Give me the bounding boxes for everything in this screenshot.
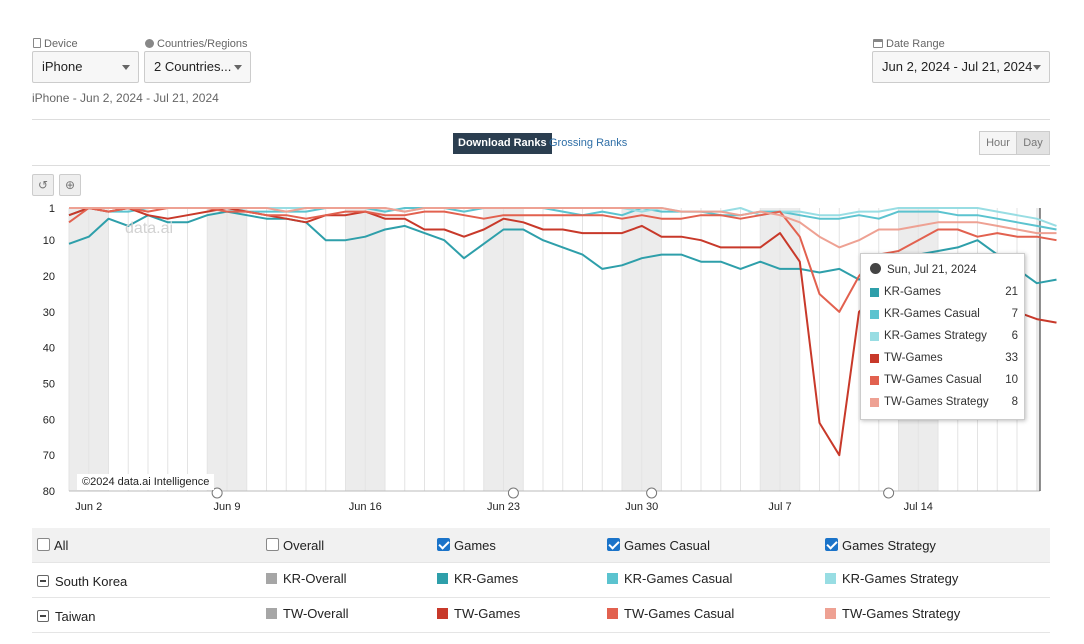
x-tick-label: Jul 7 — [768, 501, 791, 513]
legend-row-taiwan: Taiwan TW-Overall TW-Games TW-Games Casu… — [32, 598, 1050, 633]
x-tick-label: Jun 9 — [214, 501, 241, 513]
minus-icon[interactable] — [37, 610, 49, 622]
calendar-icon — [873, 39, 883, 48]
legend-row-south-korea: South Korea KR-Overall KR-Games KR-Games… — [32, 563, 1050, 598]
chevron-down-icon — [234, 65, 242, 70]
hour-button[interactable]: Hour — [979, 131, 1017, 155]
legend-item[interactable]: KR-Games Strategy — [825, 571, 958, 606]
x-tick-label: Jun 2 — [75, 501, 102, 513]
page-subtitle: iPhone - Jun 2, 2024 - Jul 21, 2024 — [32, 91, 219, 105]
checkbox[interactable] — [437, 538, 450, 551]
tooltip-row: KR-Games Strategy 6 — [870, 330, 1018, 344]
phone-icon — [33, 38, 41, 48]
y-tick-label: 70 — [43, 450, 55, 462]
tab-download-ranks[interactable]: Download Ranks — [453, 133, 552, 154]
y-tick-label: 1 — [49, 203, 55, 215]
checkbox[interactable] — [607, 538, 620, 551]
divider — [32, 119, 1050, 120]
event-marker-icon — [507, 487, 519, 499]
x-tick-label: Jul 14 — [904, 501, 933, 513]
watermark-text: data.ai — [125, 220, 173, 237]
y-tick-label: 10 — [43, 235, 55, 247]
legend-item[interactable]: KR-Games — [437, 571, 518, 606]
y-tick-label: 20 — [43, 271, 55, 283]
tab-grossing-ranks[interactable]: Grossing Ranks — [549, 137, 628, 149]
tooltip-header: Sun, Jul 21, 2024 — [870, 263, 977, 276]
chart-tooltip: Sun, Jul 21, 2024 KR-Games 21 KR-Games Ca… — [860, 253, 1025, 420]
y-tick-label: 40 — [43, 343, 55, 355]
tooltip-row: KR-Games Casual 7 — [870, 308, 1018, 322]
legend-item[interactable]: TW-Games — [437, 606, 520, 641]
date-range-label: Date Range — [873, 38, 945, 50]
zoom-in-icon[interactable]: ⊕ — [59, 174, 81, 196]
tooltip-row: TW-Games Casual 10 — [870, 374, 1018, 388]
x-tick-label: Jun 23 — [487, 501, 520, 513]
device-select[interactable]: iPhone — [32, 51, 139, 83]
checkbox-games-strategy[interactable]: Games Strategy — [825, 538, 936, 573]
chevron-down-icon — [122, 65, 130, 70]
legend-item[interactable]: TW-Overall — [266, 606, 348, 641]
legend-header-row: All Overall Games Games Casual Games Str… — [32, 528, 1050, 563]
legend-item[interactable]: TW-Games Casual — [607, 606, 734, 641]
checkbox[interactable] — [266, 538, 279, 551]
copyright-label: ©2024 data.ai Intelligence — [77, 474, 215, 490]
tooltip-row: KR-Games 21 — [870, 286, 1018, 300]
y-tick-label: 30 — [43, 307, 55, 319]
minus-icon[interactable] — [37, 575, 49, 587]
undo-icon[interactable]: ↺ — [32, 174, 54, 196]
checkbox-overall[interactable]: Overall — [266, 538, 324, 573]
checkbox-all[interactable]: All — [37, 538, 68, 573]
checkbox[interactable] — [37, 538, 50, 551]
series-line — [69, 207, 1057, 249]
event-marker-icon — [211, 487, 223, 499]
collapse-taiwan[interactable]: Taiwan — [37, 609, 95, 644]
tooltip-row: TW-Games Strategy 8 — [870, 396, 1018, 410]
checkbox-games[interactable]: Games — [437, 538, 496, 573]
globe-icon — [145, 39, 154, 48]
tooltip-row: TW-Games 33 — [870, 352, 1018, 366]
series-line — [68, 207, 1057, 313]
y-tick-label: 50 — [43, 379, 55, 391]
countries-label: Countries/Regions — [145, 38, 248, 50]
legend-item[interactable]: TW-Games Strategy — [825, 606, 960, 641]
y-tick-label: 60 — [43, 414, 55, 426]
day-button[interactable]: Day — [1016, 131, 1050, 155]
legend-table: All Overall Games Games Casual Games Str… — [32, 528, 1050, 633]
checkbox[interactable] — [825, 538, 838, 551]
divider — [32, 165, 1050, 166]
device-label: Device — [33, 38, 78, 50]
chevron-down-icon — [1033, 65, 1041, 70]
x-tick-label: Jun 16 — [349, 501, 382, 513]
event-marker-icon — [883, 487, 895, 499]
legend-item[interactable]: KR-Overall — [266, 571, 347, 606]
globe-icon — [870, 263, 881, 274]
countries-select[interactable]: 2 Countries... — [144, 51, 251, 83]
collapse-south-korea[interactable]: South Korea — [37, 574, 127, 609]
weekend-band — [1036, 208, 1040, 491]
checkbox-games-casual[interactable]: Games Casual — [607, 538, 710, 573]
date-range-select[interactable]: Jun 2, 2024 - Jul 21, 2024 — [872, 51, 1050, 83]
y-tick-label: 80 — [43, 486, 55, 498]
x-tick-label: Jun 30 — [625, 501, 658, 513]
event-marker-icon — [646, 487, 658, 499]
legend-item[interactable]: KR-Games Casual — [607, 571, 732, 606]
